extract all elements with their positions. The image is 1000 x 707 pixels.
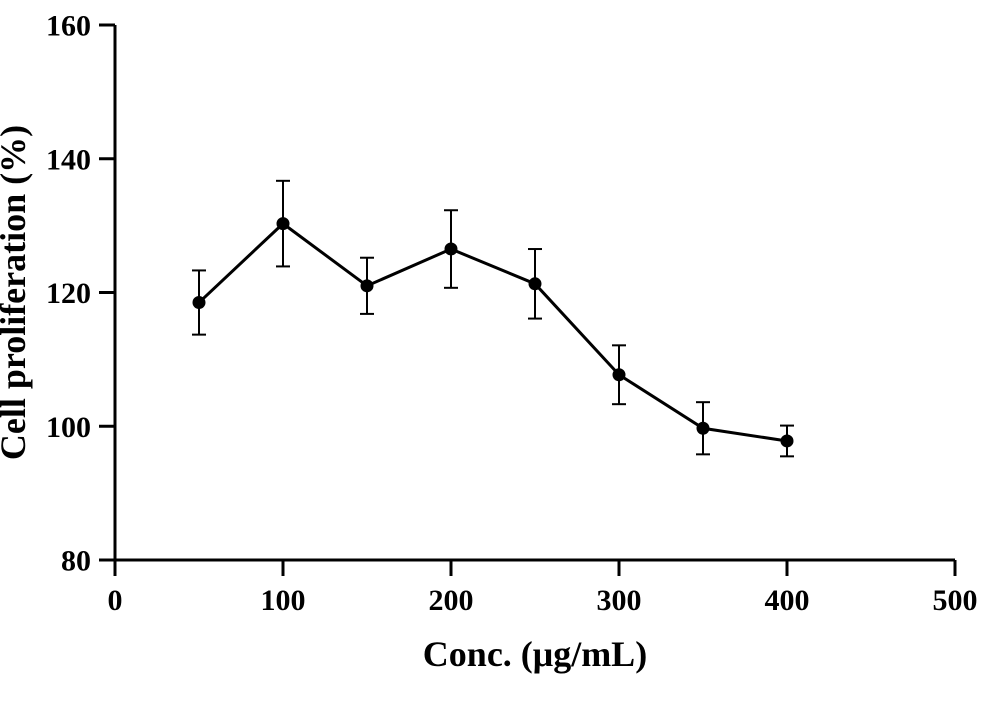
y-tick-label: 160 (46, 10, 91, 43)
y-tick-label: 140 (46, 143, 91, 176)
data-marker (781, 435, 793, 447)
chart-svg: 0 100 200 300 400 500 80 100 120 140 160 Conc. (μ… (0, 0, 1000, 707)
x-tick-label: 500 (933, 584, 978, 617)
x-tick-label: 300 (597, 584, 642, 617)
data-marker (193, 297, 205, 309)
x-tick-label: 200 (429, 584, 474, 617)
x-tick-label: 100 (261, 584, 306, 617)
data-marker (613, 369, 625, 381)
data-marker (361, 280, 373, 292)
data-marker (277, 218, 289, 230)
y-axis-title: Cell proliferation (%) (0, 125, 33, 460)
x-tick-label: 400 (765, 584, 810, 617)
data-marker (529, 278, 541, 290)
y-tick-label: 80 (61, 545, 91, 578)
y-ticks-group: 80 100 120 140 160 (46, 10, 115, 578)
y-tick-label: 100 (46, 411, 91, 444)
x-ticks-group: 0 100 200 300 400 500 (108, 560, 978, 617)
data-marker (697, 422, 709, 434)
y-tick-label: 120 (46, 277, 91, 310)
data-marker (445, 243, 457, 255)
x-axis-title: Conc. (μg/mL) (423, 634, 647, 674)
chart-container: 0 100 200 300 400 500 80 100 120 140 160 Conc. (μ… (0, 0, 1000, 707)
data-line (199, 224, 787, 441)
x-tick-label: 0 (108, 584, 123, 617)
